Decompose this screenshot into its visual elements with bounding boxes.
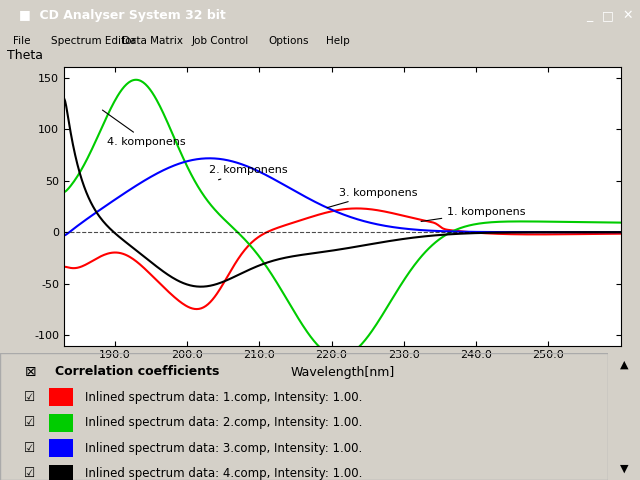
Bar [49,439,73,457]
Text: Inlined spectrum data: 4.comp, Intensity: 1.00.: Inlined spectrum data: 4.comp, Intensity… [85,467,362,480]
Text: □: □ [602,9,614,22]
Text: Correlation coefficients: Correlation coefficients [55,365,219,378]
Text: ☑: ☑ [24,416,36,429]
Text: ☑: ☑ [24,467,36,480]
Bar [49,465,73,480]
Text: File: File [13,36,30,46]
Text: Spectrum Editor: Spectrum Editor [51,36,136,46]
Text: 4. komponens: 4. komponens [102,110,186,146]
Y-axis label: Theta: Theta [7,48,43,61]
Text: Inlined spectrum data: 3.comp, Intensity: 1.00.: Inlined spectrum data: 3.comp, Intensity… [85,442,362,455]
X-axis label: Wavelength[nm]: Wavelength[nm] [291,366,394,379]
Text: ✕: ✕ [622,9,632,22]
Text: Inlined spectrum data: 2.comp, Intensity: 1.00.: Inlined spectrum data: 2.comp, Intensity… [85,416,362,429]
Text: Inlined spectrum data: 1.comp, Intensity: 1.00.: Inlined spectrum data: 1.comp, Intensity… [85,391,362,404]
Text: Options: Options [269,36,309,46]
Text: _: _ [586,9,592,22]
Text: ▼: ▼ [620,464,628,474]
Text: ⊠: ⊠ [24,365,36,379]
Text: Help: Help [326,36,350,46]
Text: ☑: ☑ [24,442,36,455]
Text: 2. komponens: 2. komponens [209,166,287,180]
Text: ☑: ☑ [24,391,36,404]
Text: Job Control: Job Control [192,36,249,46]
Text: 3. komponens: 3. komponens [327,188,417,208]
Text: Data Matrix: Data Matrix [122,36,182,46]
Text: 1. komponens: 1. komponens [421,207,525,221]
Text: ▲: ▲ [620,359,628,369]
Bar [49,388,73,406]
Bar [49,414,73,432]
Text: ■  CD Analyser System 32 bit: ■ CD Analyser System 32 bit [19,9,226,22]
